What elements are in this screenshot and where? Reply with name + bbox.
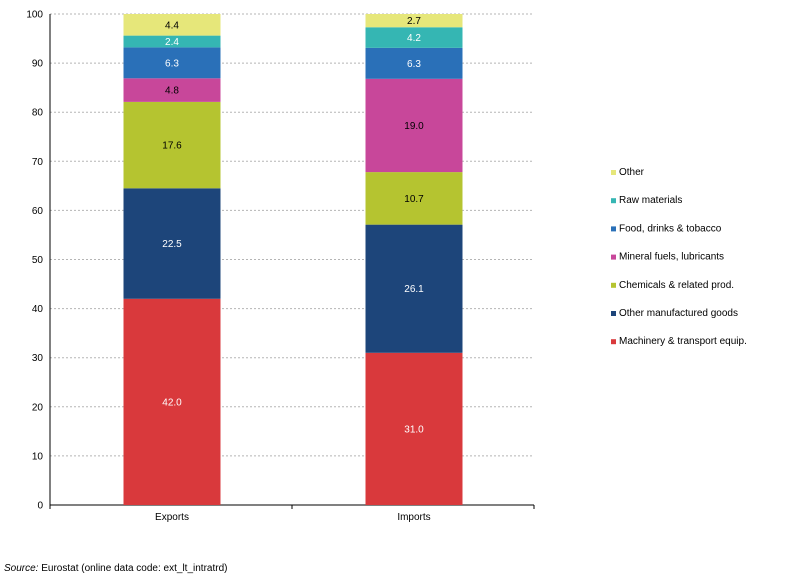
y-tick-label: 10 bbox=[32, 451, 44, 462]
y-tick-label: 70 bbox=[32, 157, 44, 168]
y-tick-label: 80 bbox=[32, 108, 44, 119]
bar-segment bbox=[365, 14, 463, 28]
bar-segment bbox=[123, 78, 221, 102]
legend-label: Machinery & transport equip. bbox=[619, 336, 747, 347]
y-tick-label: 90 bbox=[32, 59, 44, 70]
y-tick-label: 50 bbox=[32, 255, 44, 266]
bar-segment bbox=[123, 101, 221, 189]
data-label: 4.4 bbox=[165, 20, 179, 31]
legend-swatch bbox=[611, 254, 616, 260]
legend-label: Other bbox=[619, 167, 645, 178]
bar-segment bbox=[123, 47, 221, 79]
source-note: Source: Eurostat (online data code: ext_… bbox=[4, 563, 227, 574]
data-label: 2.4 bbox=[165, 37, 179, 48]
x-category-label: Exports bbox=[155, 512, 189, 523]
bar-segment bbox=[123, 35, 221, 48]
bar-segment bbox=[123, 188, 221, 299]
legend-swatch bbox=[611, 226, 616, 232]
legend-swatch bbox=[611, 311, 616, 316]
legend-swatch bbox=[611, 282, 616, 288]
data-label: 4.8 bbox=[165, 86, 179, 97]
data-label: 42.0 bbox=[162, 397, 182, 408]
data-label: 4.2 bbox=[407, 33, 421, 44]
legend-label: Mineral fuels, lubricants bbox=[619, 252, 724, 263]
bar-segment bbox=[365, 47, 463, 79]
y-tick-label: 20 bbox=[32, 402, 44, 413]
y-tick-label: 60 bbox=[32, 206, 44, 217]
data-label: 2.7 bbox=[407, 16, 421, 27]
bar-segment bbox=[365, 352, 463, 505]
data-label: 19.0 bbox=[404, 121, 424, 132]
legend-label: Raw materials bbox=[619, 195, 682, 206]
bar-segment bbox=[365, 224, 463, 353]
bar-segment bbox=[365, 27, 463, 48]
bar-segment bbox=[123, 298, 221, 505]
legend-swatch bbox=[611, 198, 616, 204]
bar-segment bbox=[123, 14, 221, 36]
bar-segment bbox=[365, 172, 463, 225]
legend-label: Food, drinks & tobacco bbox=[619, 223, 722, 234]
legend-swatch bbox=[611, 339, 616, 345]
y-tick-label: 40 bbox=[32, 304, 44, 315]
y-tick-label: 0 bbox=[37, 501, 43, 512]
data-label: 31.0 bbox=[404, 424, 424, 435]
y-tick-label: 100 bbox=[26, 10, 43, 21]
data-label: 6.3 bbox=[165, 58, 179, 69]
data-label: 17.6 bbox=[162, 141, 182, 152]
x-category-label: Imports bbox=[397, 512, 430, 523]
data-label: 10.7 bbox=[404, 194, 424, 205]
legend-label: Chemicals & related prod. bbox=[619, 280, 734, 291]
source-prefix: Source: bbox=[4, 563, 39, 574]
legend-label: Other manufactured goods bbox=[619, 308, 738, 319]
data-label: 22.5 bbox=[162, 239, 182, 250]
data-label: 6.3 bbox=[407, 59, 421, 70]
bar-segment bbox=[365, 78, 463, 173]
y-tick-label: 30 bbox=[32, 353, 44, 364]
source-text: Eurostat (online data code: ext_lt_intra… bbox=[38, 563, 228, 574]
legend-swatch bbox=[611, 170, 616, 175]
data-label: 26.1 bbox=[404, 284, 424, 295]
